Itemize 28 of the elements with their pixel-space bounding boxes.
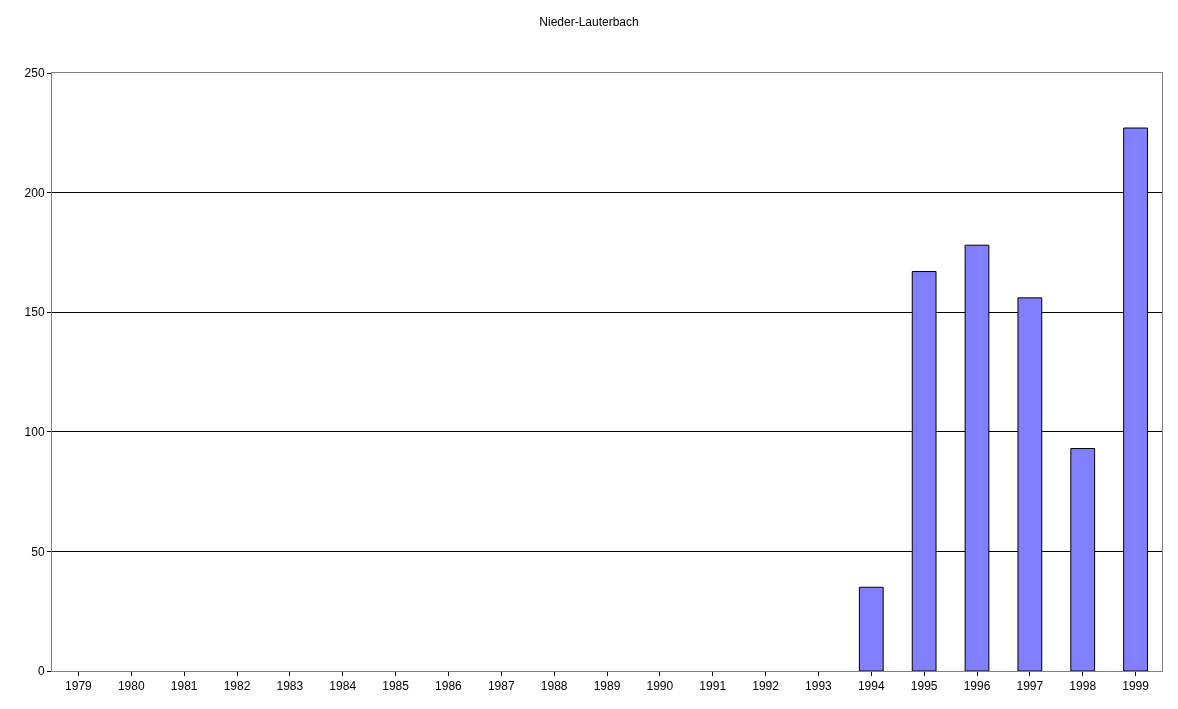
x-tick-label: 1998 xyxy=(1069,679,1097,694)
y-tick-label: 250 xyxy=(24,66,45,81)
x-tick-label: 1994 xyxy=(857,679,885,694)
x-tick-label: 1982 xyxy=(223,679,251,694)
x-tick-label: 1989 xyxy=(593,679,621,694)
x-tick-label: 1986 xyxy=(435,679,463,694)
x-tick-label: 1985 xyxy=(382,679,410,694)
x-tick-label: 1988 xyxy=(540,679,568,694)
x-tick-label: 1995 xyxy=(910,679,938,694)
y-tick-label: 150 xyxy=(24,305,45,320)
x-tick-label: 1997 xyxy=(1016,679,1044,694)
x-tick-label: 1979 xyxy=(65,679,93,694)
x-tick-label: 1983 xyxy=(276,679,304,694)
y-tick-label: 50 xyxy=(31,544,45,559)
x-tick-label: 1992 xyxy=(752,679,780,694)
x-tick-label: 1999 xyxy=(1122,679,1150,694)
x-tick-label: 1981 xyxy=(170,679,198,694)
y-tick-label: 0 xyxy=(37,664,45,679)
x-tick-label: 1980 xyxy=(117,679,145,694)
x-tick-label: 1987 xyxy=(487,679,515,694)
x-tick-label: 1990 xyxy=(646,679,674,694)
x-tick-label: 1993 xyxy=(805,679,833,694)
x-tick-label: 1996 xyxy=(963,679,991,694)
chart-title: Nieder-Lauterbach xyxy=(539,15,639,30)
x-tick-label: 1984 xyxy=(329,679,357,694)
x-tick-label: 1991 xyxy=(699,679,727,694)
y-tick-label: 200 xyxy=(24,185,45,200)
y-tick-label: 100 xyxy=(24,425,45,439)
